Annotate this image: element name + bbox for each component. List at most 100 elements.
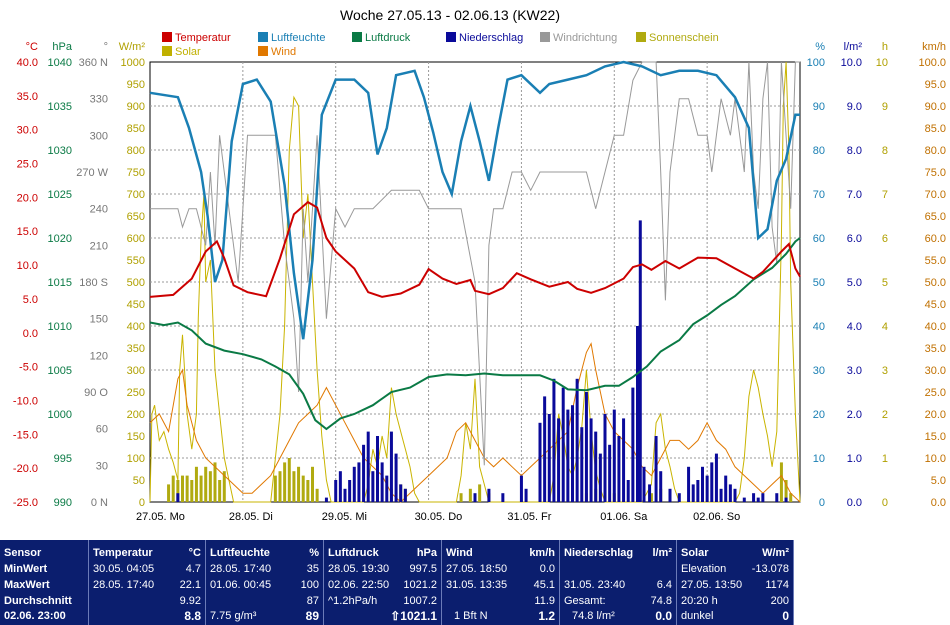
wind-tick-label: 85.0 bbox=[925, 123, 946, 135]
wind-tick-label: 10.0 bbox=[925, 453, 946, 465]
rain-bar bbox=[696, 480, 700, 502]
humidity-tick-label: 50 bbox=[813, 277, 825, 289]
solar-max: 1174 bbox=[765, 579, 789, 591]
rain-bar bbox=[538, 422, 542, 502]
temp-tick-label: 15.0 bbox=[17, 226, 38, 238]
wind-min-time: 27.05. 18:50 bbox=[446, 563, 508, 575]
solar-tick-label: 150 bbox=[127, 431, 145, 443]
rain-panel: Niederschlag l/m² 31.05. 23:40 6.4 Gesamt:… bbox=[559, 540, 676, 625]
humidity-panel: Luftfeuchte% 28.05. 17:40 35 01.06. 00:45… bbox=[205, 540, 323, 625]
wind-unit-label: km/h bbox=[922, 41, 946, 53]
sunshine-bar bbox=[649, 493, 653, 502]
pressure-trend: ^1.2hPa/h bbox=[328, 595, 378, 607]
rain-bar bbox=[638, 220, 642, 502]
wind-tick-label: 65.0 bbox=[925, 211, 946, 223]
temperature-line bbox=[149, 200, 801, 298]
rain-bar bbox=[612, 409, 616, 502]
pressure-avg: 1007.2 bbox=[403, 595, 437, 607]
temp-unit: °C bbox=[188, 547, 201, 559]
sunshine-bar bbox=[218, 480, 222, 502]
solar-unit: W/m² bbox=[762, 547, 789, 559]
rain-bar bbox=[371, 471, 375, 502]
legend-swatch bbox=[352, 32, 362, 42]
rain-bar bbox=[552, 378, 556, 502]
legend-swatch bbox=[446, 32, 456, 42]
durchschnitt-label: Durchschnitt bbox=[4, 595, 72, 607]
rain-bar bbox=[784, 497, 788, 502]
legend-label: Windrichtung bbox=[553, 32, 617, 44]
sunshine-bar bbox=[199, 475, 203, 502]
sunshine-bar bbox=[194, 466, 198, 502]
direction-tick-label: 0 N bbox=[91, 497, 108, 509]
rain-tick-label: 3.0 bbox=[847, 365, 862, 377]
rain-bar bbox=[677, 493, 681, 502]
direction-tick-label: 180 S bbox=[79, 277, 108, 289]
sun-tick-label: 5 bbox=[882, 277, 888, 289]
sunshine-bar bbox=[213, 462, 217, 502]
pressure-tick-label: 1015 bbox=[48, 277, 72, 289]
rain-bar bbox=[362, 444, 366, 502]
rain-total-label: Gesamt: bbox=[564, 595, 606, 607]
legend-label: Temperatur bbox=[175, 32, 231, 44]
temp-tick-label: 10.0 bbox=[17, 260, 38, 272]
plot-area bbox=[149, 60, 801, 503]
rain-tick-label: 1.0 bbox=[847, 453, 862, 465]
sun-tick-label: 0 bbox=[882, 497, 888, 509]
x-tick-label: 30.05. Do bbox=[415, 511, 463, 523]
x-tick-label: 31.05. Fr bbox=[507, 511, 551, 523]
temp-max-time: 28.05. 17:40 bbox=[93, 579, 155, 591]
rain-bar bbox=[617, 436, 621, 502]
solar-tick-label: 450 bbox=[127, 299, 145, 311]
direction-tick-label: 210 bbox=[90, 240, 108, 252]
rain-bar bbox=[724, 475, 728, 502]
pressure-tick-label: 1000 bbox=[48, 409, 72, 421]
sun-tick-label: 4 bbox=[882, 321, 888, 333]
solar-tick-label: 350 bbox=[127, 343, 145, 355]
temp-tick-label: -10.0 bbox=[13, 395, 38, 407]
temp-tick-label: 0.0 bbox=[23, 328, 38, 340]
direction-tick-label: 150 bbox=[90, 314, 108, 326]
wind-tick-label: 5.0 bbox=[931, 475, 946, 487]
humidity-tick-label: 20 bbox=[813, 409, 825, 421]
legend-swatch bbox=[162, 32, 172, 42]
rain-bar bbox=[648, 484, 652, 502]
pressure-tick-label: 1005 bbox=[48, 365, 72, 377]
wind-tick-label: 95.0 bbox=[925, 79, 946, 91]
wind-max-time: 31.05. 13:35 bbox=[446, 579, 508, 591]
pressure-tick-label: 1025 bbox=[48, 189, 72, 201]
direction-tick-label: 240 bbox=[90, 204, 108, 216]
rain-bar bbox=[343, 488, 347, 502]
rain-bar bbox=[589, 418, 593, 502]
legend-label: Solar bbox=[175, 46, 201, 58]
temp-tick-label: 30.0 bbox=[17, 125, 38, 137]
rain-tick-label: 5.0 bbox=[847, 277, 862, 289]
sensor-label-panel: Sensor MinWert MaxWert Durchschnitt 02.0… bbox=[0, 540, 88, 625]
wind-tick-label: 45.0 bbox=[925, 299, 946, 311]
direction-tick-label: 330 bbox=[90, 94, 108, 106]
legend-swatch bbox=[258, 46, 268, 56]
sun-tick-label: 6 bbox=[882, 233, 888, 245]
sunshine-bar bbox=[478, 484, 482, 502]
temp-title: Temperatur bbox=[93, 547, 153, 559]
temp-tick-label: 20.0 bbox=[17, 192, 38, 204]
legend-swatch bbox=[258, 32, 268, 42]
wind-tick-label: 75.0 bbox=[925, 167, 946, 179]
rain-bar bbox=[324, 497, 328, 502]
rain-bar bbox=[338, 471, 342, 502]
wind-direction-line bbox=[150, 61, 800, 466]
rain-bar bbox=[752, 493, 756, 502]
pressure-unit-label: hPa bbox=[52, 41, 72, 53]
sun-tick-label: 9 bbox=[882, 101, 888, 113]
solar-tick-label: 0 bbox=[139, 497, 145, 509]
rain-bar bbox=[473, 493, 477, 502]
humidity-max-time: 01.06. 00:45 bbox=[210, 579, 272, 591]
temperature-panel: Temperatur °C 30.05. 04:05 4.7 28.05. 17:4… bbox=[88, 540, 205, 625]
legend-label: Niederschlag bbox=[459, 32, 523, 44]
solar-tick-label: 900 bbox=[127, 101, 145, 113]
rain-bar bbox=[566, 409, 570, 502]
temp-tick-label: -5.0 bbox=[19, 362, 38, 374]
rain-bar bbox=[761, 493, 765, 502]
temp-min-time: 30.05. 04:05 bbox=[93, 563, 155, 575]
legend-label: Luftfeuchte bbox=[271, 32, 325, 44]
sun-tick-label: 7 bbox=[882, 189, 888, 201]
